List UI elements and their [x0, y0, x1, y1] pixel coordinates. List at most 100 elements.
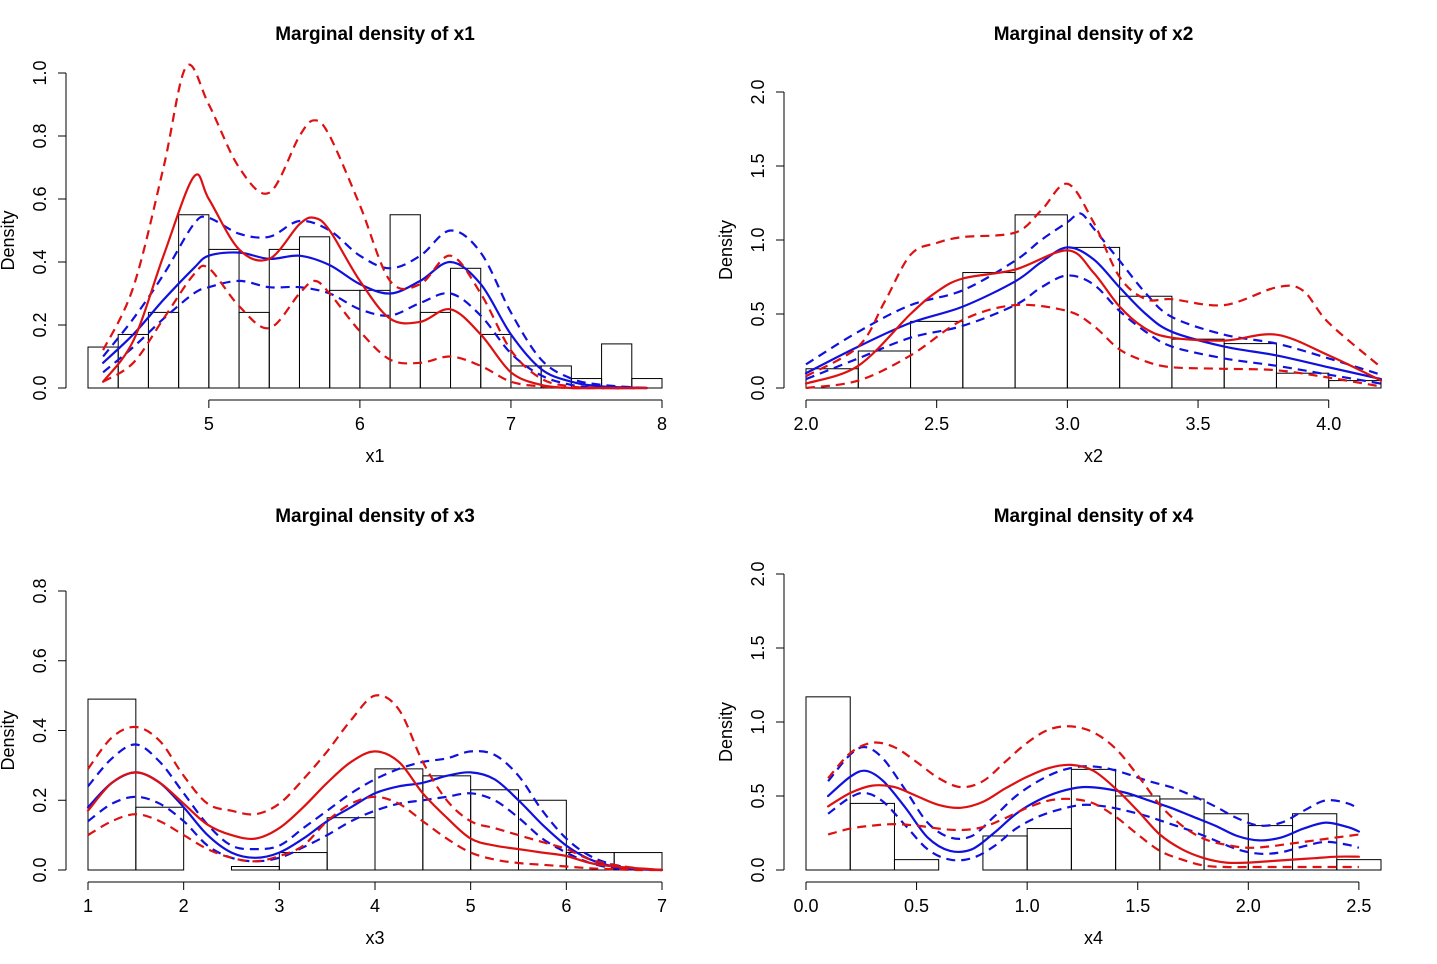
chart-title: Marginal density of x2: [994, 24, 1194, 45]
y-tick-label: 0.5: [748, 301, 768, 326]
x-tick-label: 1: [83, 896, 93, 916]
x-tick-label: 3.5: [1186, 414, 1211, 434]
histogram-bar: [359, 289, 391, 389]
x-tick-label: 7: [506, 414, 516, 434]
y-tick-label: 1.0: [748, 709, 768, 734]
blue-band-curve: [102, 215, 647, 390]
y-axis-label: Density: [0, 210, 18, 270]
y-tick-label: 0.0: [748, 857, 768, 882]
red-band-curve: [805, 303, 1382, 390]
x-axis-label: x3: [365, 928, 384, 948]
chart-title: Marginal density of x1: [275, 24, 475, 45]
blue-mean-curve: [86, 771, 664, 872]
histogram-bar: [1026, 828, 1072, 871]
blue-band-curve: [87, 743, 663, 872]
histogram-bar: [1275, 372, 1330, 389]
x-tick-label: 0.0: [793, 896, 818, 916]
histogram-bar: [329, 289, 361, 389]
histogram-bar: [87, 698, 137, 871]
y-tick-label: 0.4: [30, 249, 50, 274]
histogram-bar: [1336, 859, 1382, 871]
histogram-bar: [1119, 295, 1173, 389]
blue-mean-curve: [827, 769, 1360, 854]
chart-title: Marginal density of x3: [275, 506, 475, 527]
y-tick-label: 1.0: [30, 60, 50, 85]
histogram-bar: [238, 311, 270, 389]
red-band-curve: [827, 797, 1359, 869]
histogram-bar: [893, 859, 940, 871]
histogram-bar: [1066, 246, 1121, 389]
x-tick-label: 5: [204, 414, 214, 434]
x-tick-label: 8: [657, 414, 667, 434]
blue-band-curve: [102, 279, 647, 390]
histogram-bar: [1070, 768, 1117, 871]
y-tick-label: 1.5: [748, 153, 768, 178]
y-axis-label: Density: [716, 220, 736, 280]
x-axis-label: x1: [365, 446, 384, 466]
histogram-bar: [268, 248, 300, 389]
chart-title: Marginal density of x4: [994, 506, 1194, 527]
x-tick-label: 1.5: [1125, 896, 1150, 916]
blue-band-curve: [87, 792, 663, 872]
y-tick-label: 2.0: [748, 561, 768, 586]
histogram-bar: [208, 248, 240, 389]
x-tick-label: 4: [370, 896, 380, 916]
panel-2: Marginal density of x2 2.0 2.5 3.0 3.5 4.0 0.0…: [716, 24, 1383, 466]
y-tick-label: 0.2: [30, 788, 50, 813]
y-tick-label: 1.0: [748, 227, 768, 252]
histogram-bar: [1328, 380, 1382, 389]
red-band-curve: [102, 264, 647, 390]
histogram-bar: [135, 806, 185, 871]
blue-band-curve: [827, 745, 1360, 840]
y-axis-label: Density: [716, 702, 736, 762]
red-band-curve: [87, 795, 663, 872]
x-tick-label: 2.5: [924, 414, 949, 434]
blue-mean-curve: [804, 246, 1383, 381]
x-tick-label: 4.0: [1316, 414, 1341, 434]
histogram-bar: [601, 343, 633, 389]
x-tick-label: 5: [466, 896, 476, 916]
x-tick-label: 3: [274, 896, 284, 916]
panel-3: Marginal density of x3 1 2 3 4 5 6 7 0.0 0.2 0.4 0.…: [0, 506, 667, 948]
red-mean-curve: [804, 249, 1383, 385]
histogram-bar: [805, 696, 851, 871]
y-tick-label: 0.5: [748, 783, 768, 808]
red-mean-curve: [827, 763, 1360, 865]
histogram-bar: [419, 311, 452, 389]
x-tick-label: 6: [355, 414, 365, 434]
blue-mean-curve: [102, 251, 648, 390]
x-tick-label: 2: [179, 896, 189, 916]
y-tick-label: 0.4: [30, 718, 50, 743]
panel-4: Marginal density of x4 0.0 0.5 1.0 1.5 2.0 2.5…: [716, 506, 1382, 948]
histogram-bar: [231, 866, 280, 871]
x-tick-label: 7: [657, 896, 667, 916]
histogram-bar: [631, 378, 663, 389]
y-tick-label: 0.2: [30, 312, 50, 337]
histogram-bar: [389, 214, 421, 389]
x-tick-label: 2.0: [793, 414, 818, 434]
histogram-bar: [849, 802, 895, 871]
red-band-curve: [805, 182, 1382, 378]
y-axis-label: Density: [0, 710, 18, 770]
y-tick-label: 0.8: [30, 123, 50, 148]
x-tick-label: 3.0: [1055, 414, 1080, 434]
red-band-curve: [102, 63, 647, 390]
histogram-bar: [962, 272, 1016, 389]
histogram-bar: [147, 311, 180, 389]
red-band-curve: [827, 725, 1360, 849]
x-tick-label: 0.5: [904, 896, 929, 916]
y-tick-label: 1.5: [748, 635, 768, 660]
red-band-curve: [87, 694, 663, 872]
histogram-bar: [805, 368, 859, 389]
histogram-bar: [326, 817, 376, 871]
y-tick-label: 0.8: [30, 578, 50, 603]
histogram-bar: [1171, 338, 1225, 389]
x-tick-label: 1.0: [1015, 896, 1040, 916]
histogram-bar: [470, 789, 519, 871]
red-mean-curve: [102, 173, 648, 390]
blue-band-curve: [805, 212, 1382, 376]
x-tick-label: 2.0: [1236, 896, 1261, 916]
y-tick-label: 0.0: [30, 857, 50, 882]
y-tick-label: 2.0: [748, 79, 768, 104]
